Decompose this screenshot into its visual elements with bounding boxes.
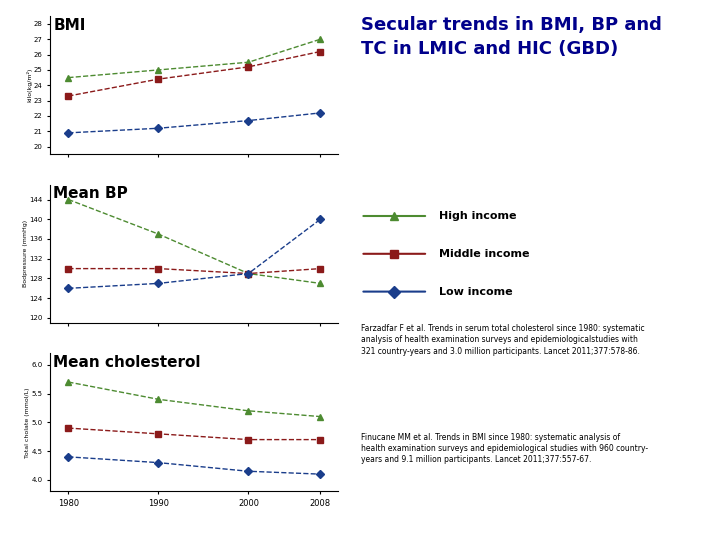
Text: Middle income: Middle income [439,249,530,259]
Text: Mean BP: Mean BP [53,186,128,201]
Y-axis label: Bodpressure (mmHg): Bodpressure (mmHg) [23,220,28,287]
Text: Finucane MM et al. Trends in BMI since 1980: systematic analysis of
health exami: Finucane MM et al. Trends in BMI since 1… [361,433,648,464]
Y-axis label: kilo(kg/m²): kilo(kg/m²) [27,68,32,103]
Text: Mean cholesterol: Mean cholesterol [53,355,201,370]
Text: High income: High income [439,211,517,221]
Text: Low income: Low income [439,287,513,296]
Y-axis label: Total cholate (mmol/L): Total cholate (mmol/L) [25,387,30,457]
Text: Secular trends in BMI, BP and
TC in LMIC and HIC (GBD): Secular trends in BMI, BP and TC in LMIC… [361,16,662,58]
Text: BMI: BMI [53,18,86,32]
Text: Farzadfar F et al. Trends in serum total cholesterol since 1980: systematic
anal: Farzadfar F et al. Trends in serum total… [361,324,644,356]
